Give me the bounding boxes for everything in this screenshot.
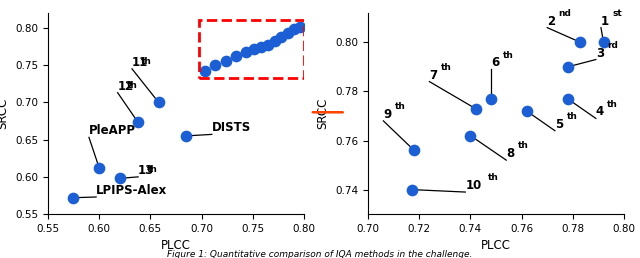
Point <box>263 43 273 47</box>
Text: th: th <box>147 165 158 174</box>
Point <box>409 148 419 152</box>
Text: nd: nd <box>559 9 572 18</box>
Point <box>276 35 287 39</box>
Text: th: th <box>395 102 406 111</box>
Text: th: th <box>607 100 618 109</box>
Point <box>295 25 305 29</box>
Text: rd: rd <box>607 41 618 50</box>
Point <box>133 120 143 125</box>
Text: 10: 10 <box>465 179 481 192</box>
Text: th: th <box>488 173 499 182</box>
Point <box>522 109 532 113</box>
Text: th: th <box>127 81 138 90</box>
Text: 8: 8 <box>506 147 515 160</box>
Point <box>94 166 104 170</box>
Text: 4: 4 <box>596 106 604 118</box>
Text: 9: 9 <box>383 108 392 121</box>
Text: 11: 11 <box>132 56 148 69</box>
Text: 5: 5 <box>555 118 563 131</box>
Point <box>67 196 77 200</box>
Point <box>470 107 481 111</box>
Point <box>486 97 496 101</box>
Y-axis label: SRCC: SRCC <box>0 98 10 129</box>
Point <box>221 59 231 63</box>
Bar <box>198 20 304 78</box>
Text: 6: 6 <box>491 56 499 69</box>
Text: DISTS: DISTS <box>212 122 251 134</box>
X-axis label: PLCC: PLCC <box>481 239 511 252</box>
Point <box>575 40 586 44</box>
Point <box>241 50 251 54</box>
Point <box>289 27 299 31</box>
Text: th: th <box>518 141 529 150</box>
Text: 1: 1 <box>601 15 609 28</box>
X-axis label: PLCC: PLCC <box>161 239 191 252</box>
Point <box>210 63 220 67</box>
Text: Figure 1: Quantitative comparison of IQA methods in the challenge.: Figure 1: Quantitative comparison of IQA… <box>167 250 473 258</box>
Text: 13: 13 <box>138 164 154 177</box>
Point <box>563 65 573 69</box>
Point <box>249 47 259 51</box>
Point <box>270 39 280 43</box>
Point <box>465 134 476 138</box>
Y-axis label: SRCC: SRCC <box>317 98 330 129</box>
Text: th: th <box>141 57 152 66</box>
Point <box>282 31 292 35</box>
Point <box>231 54 241 58</box>
Text: 2: 2 <box>547 15 556 28</box>
Point <box>115 176 125 180</box>
Text: PleAPP: PleAPP <box>89 124 136 137</box>
Point <box>181 134 191 138</box>
Point <box>406 188 417 192</box>
Text: th: th <box>502 51 513 60</box>
Text: th: th <box>441 63 452 72</box>
Text: th: th <box>566 112 577 121</box>
Text: LPIPS-Alex: LPIPS-Alex <box>96 184 168 197</box>
Text: 3: 3 <box>596 46 604 60</box>
Text: st: st <box>612 9 622 18</box>
Point <box>154 100 164 104</box>
Point <box>200 69 210 73</box>
Point <box>598 40 609 44</box>
Text: 12: 12 <box>118 80 134 93</box>
Text: 7: 7 <box>429 69 438 82</box>
Point <box>563 97 573 101</box>
Point <box>256 45 266 49</box>
